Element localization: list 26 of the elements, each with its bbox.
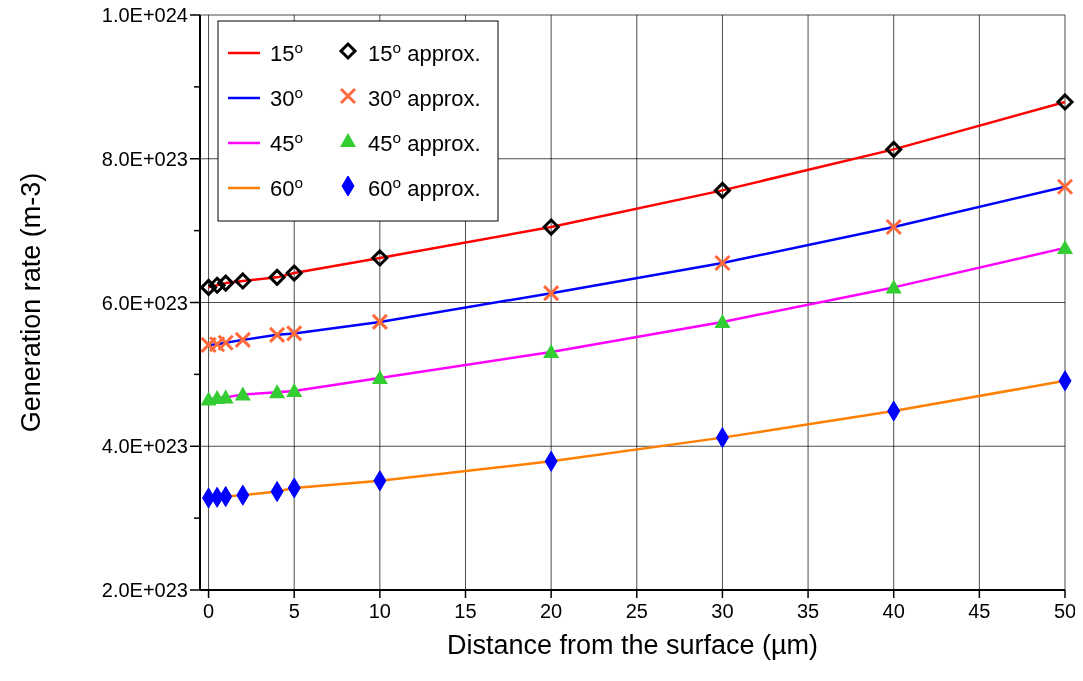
legend-label: 30$^{o}$ bbox=[270, 83, 304, 111]
y-axis-title: Generation rate (m-3) bbox=[16, 172, 46, 433]
x-tick-label: 45 bbox=[968, 600, 991, 622]
x-tick-label: 30 bbox=[711, 600, 734, 622]
y-tick-label: 1.0E+024 bbox=[101, 4, 188, 26]
legend-label: 45$^{o}$ approx. bbox=[368, 128, 481, 156]
x-tick-label: 50 bbox=[1053, 600, 1077, 622]
y-tick-label: 2.0E+023 bbox=[101, 579, 188, 601]
x-tick-label: 35 bbox=[796, 600, 820, 622]
legend-label: 60$^{o}$ bbox=[270, 173, 304, 201]
y-tick-label: 4.0E+023 bbox=[101, 435, 188, 458]
legend-label: 30$^{o}$ approx. bbox=[368, 83, 481, 111]
x-tick-label: 15 bbox=[454, 600, 477, 622]
x-tick-label: 0 bbox=[203, 600, 215, 622]
y-tick-label: 6.0E+023 bbox=[101, 291, 188, 314]
legend-label: 60$^{o}$ approx. bbox=[368, 173, 481, 201]
legend-label: 45$^{o}$ bbox=[270, 128, 304, 156]
legend-label: 15$^{o}$ bbox=[270, 38, 304, 66]
y-tick-label: 8.0E+023 bbox=[101, 147, 188, 170]
legend-label: 15$^{o}$ approx. bbox=[368, 38, 481, 66]
x-tick-label: 20 bbox=[540, 600, 563, 622]
x-tick-label: 40 bbox=[882, 600, 905, 622]
x-axis-title: Distance from the surface (µm) bbox=[446, 630, 819, 660]
x-tick-label: 10 bbox=[368, 600, 391, 622]
x-tick-label: 5 bbox=[288, 600, 300, 622]
x-tick-label: 25 bbox=[625, 600, 648, 622]
